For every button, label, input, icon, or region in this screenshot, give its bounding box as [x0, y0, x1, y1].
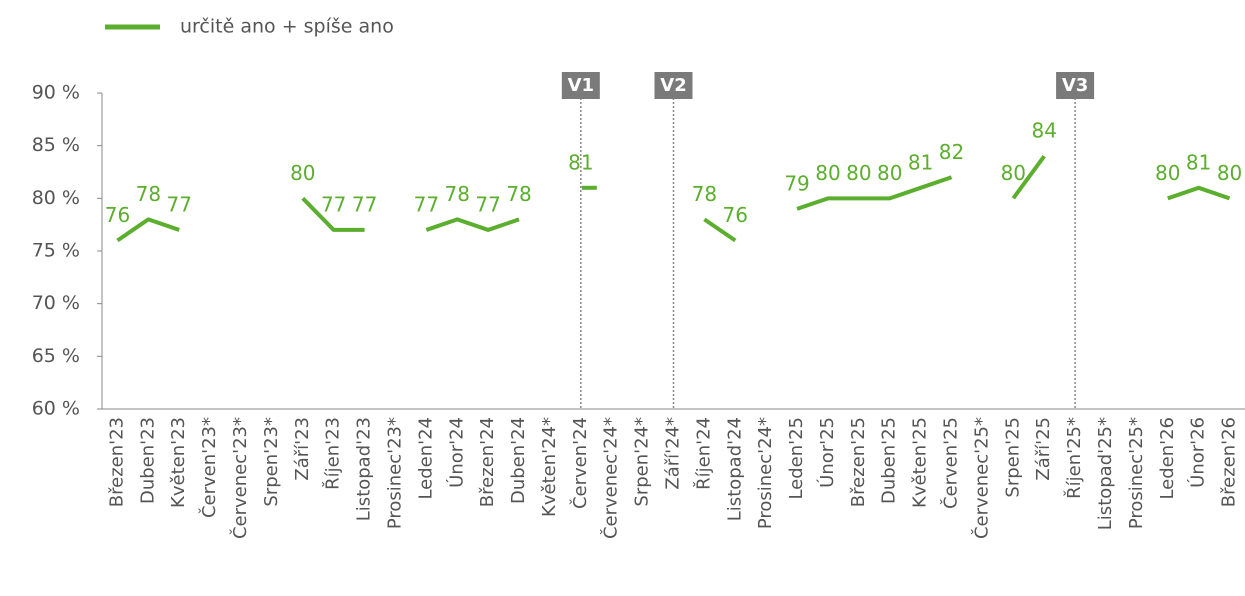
- x-tick-label: Červen'25: [940, 417, 962, 509]
- data-label: 77: [414, 192, 439, 216]
- data-label: 80: [815, 161, 840, 185]
- x-tick-label: Březen'26: [1219, 417, 1240, 507]
- x-tick-label: Březen'24: [477, 417, 498, 507]
- data-label: 80: [290, 161, 315, 185]
- x-tick-label: Leden'25: [786, 417, 807, 500]
- marker-label: V1: [568, 75, 594, 96]
- y-tick-label: 60 %: [32, 398, 80, 420]
- x-tick-label: Leden'24: [415, 417, 436, 500]
- x-tick-label: Červen'23*: [198, 417, 220, 518]
- x-tick-label: Září'23: [292, 417, 313, 481]
- data-label: 77: [475, 192, 500, 216]
- series-line: [1167, 185, 1231, 201]
- x-tick-label: Duben'24: [508, 417, 529, 504]
- y-tick-label: 90 %: [32, 82, 80, 104]
- data-label: 78: [136, 182, 161, 206]
- y-tick-label: 85 %: [32, 134, 80, 156]
- marker-box: [561, 72, 600, 99]
- x-tick-label: Květen'24*: [539, 417, 560, 517]
- marker-label: V3: [1062, 75, 1088, 96]
- x-tick-label: Březen'23: [106, 417, 127, 507]
- x-tick-label: Září'25: [1033, 417, 1054, 481]
- data-label: 84: [1031, 119, 1056, 143]
- data-label: 80: [1155, 161, 1180, 185]
- x-tick-label: Listopad'23: [354, 417, 375, 521]
- series-line: [703, 217, 737, 243]
- x-tick-label: Únor'24: [445, 417, 467, 488]
- x-tick-label: Září'24*: [663, 417, 684, 490]
- data-label: 81: [908, 150, 933, 174]
- legend-label: určitě ano + spíše ano: [180, 16, 394, 38]
- x-tick-label: Prosinec'24*: [755, 417, 776, 529]
- marker-label: V2: [660, 75, 686, 96]
- x-tick-label: Říjen'25*: [1063, 417, 1085, 499]
- x-tick-label: Srpen'23*: [261, 417, 282, 507]
- x-tick-label: Duben'23: [137, 417, 158, 504]
- x-tick-label: Červenec'24*: [600, 417, 622, 539]
- marker-box: [1056, 72, 1095, 99]
- y-tick-label: 70 %: [32, 292, 80, 314]
- x-tick-label: Prosinec'23*: [384, 417, 405, 529]
- x-tick-label: Listopad'24: [724, 417, 745, 521]
- x-tick-label: Únor'25: [816, 417, 838, 488]
- x-tick-label: Srpen'24*: [632, 417, 653, 507]
- data-label: 77: [167, 192, 192, 216]
- data-label: 78: [445, 182, 470, 206]
- x-tick-label: Červen'24: [569, 417, 591, 509]
- data-label: 80: [1217, 161, 1242, 185]
- data-label: 80: [1001, 161, 1026, 185]
- x-tick-label: Červenec'25*: [970, 417, 992, 539]
- series-line: [1011, 155, 1046, 200]
- data-label: 77: [352, 192, 377, 216]
- x-tick-label: Říjen'23: [322, 417, 344, 490]
- x-tick-label: Únor'26: [1187, 417, 1209, 488]
- x-tick-label: Červenec'23*: [229, 417, 251, 539]
- data-label: 81: [568, 150, 593, 174]
- y-tick-label: 75 %: [32, 240, 80, 262]
- data-label: 80: [846, 161, 871, 185]
- series-line: [425, 217, 520, 232]
- x-tick-label: Květen'25: [910, 417, 931, 508]
- data-label: 77: [321, 192, 346, 216]
- data-label: 78: [692, 182, 717, 206]
- x-tick-label: Listopad'25*: [1095, 417, 1116, 530]
- data-label: 80: [877, 161, 902, 185]
- y-tick-label: 65 %: [32, 345, 80, 367]
- data-label: 79: [784, 171, 809, 195]
- marker-box: [654, 72, 693, 99]
- data-label: 76: [105, 203, 130, 227]
- data-label: 82: [939, 140, 964, 164]
- x-tick-label: Březen'25: [848, 417, 869, 507]
- x-tick-label: Duben'25: [879, 417, 900, 504]
- series-line: [116, 217, 180, 243]
- data-label: 78: [506, 182, 531, 206]
- x-tick-label: Květen'23: [168, 417, 189, 508]
- data-label: 81: [1186, 150, 1211, 174]
- x-tick-label: Leden'26: [1157, 417, 1178, 500]
- data-label: 76: [723, 203, 748, 227]
- x-tick-label: Prosinec'25*: [1126, 417, 1147, 529]
- series-line: [796, 175, 953, 211]
- x-tick-label: Srpen'25: [1002, 417, 1023, 498]
- series-line: [301, 196, 365, 232]
- x-tick-label: Říjen'24: [692, 417, 714, 490]
- y-tick-label: 80 %: [32, 187, 80, 209]
